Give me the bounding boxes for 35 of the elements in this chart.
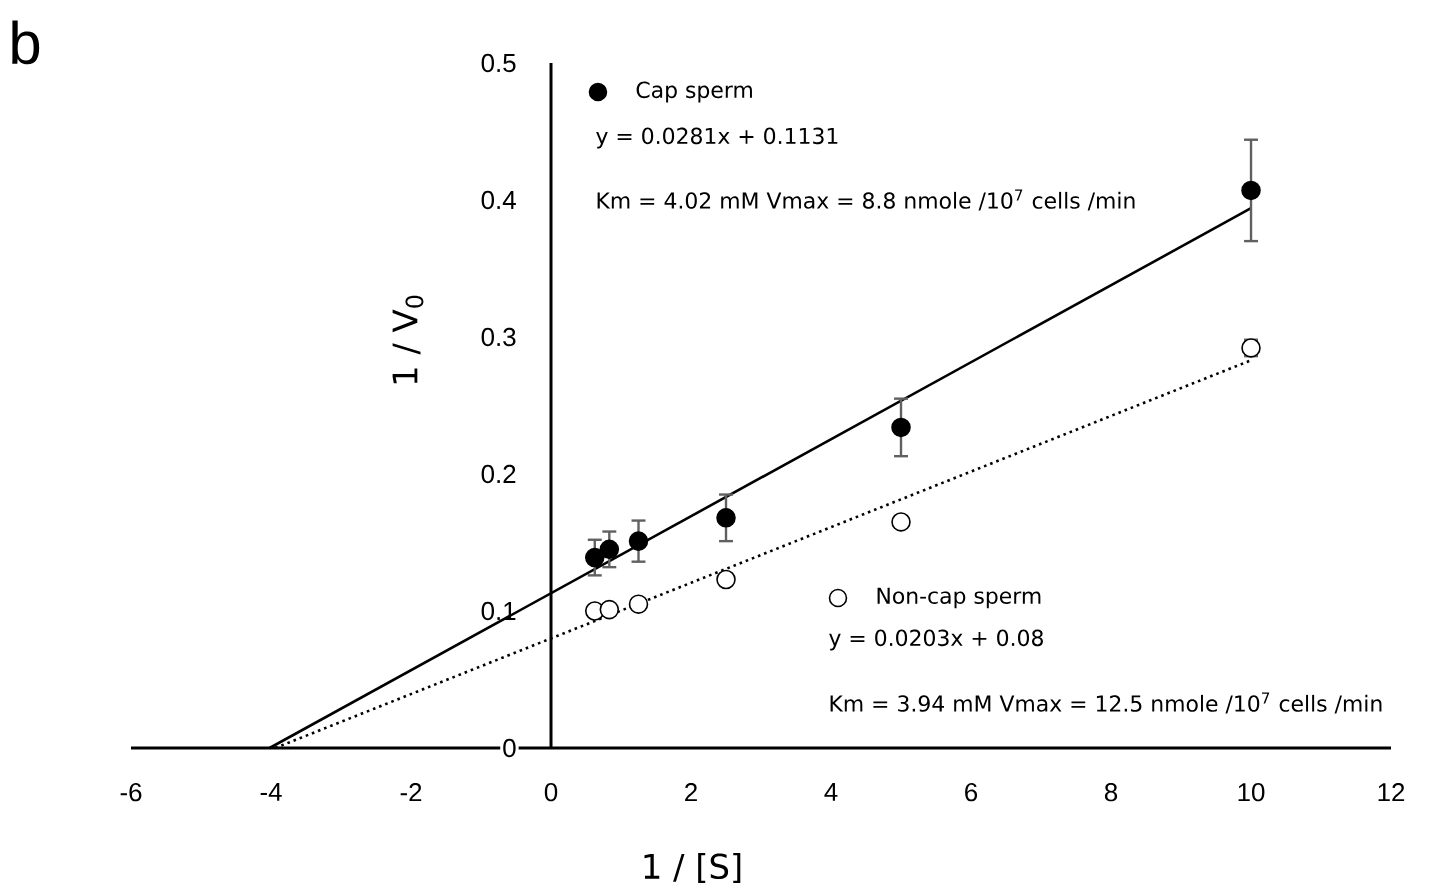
x-tick-label: 4	[824, 783, 838, 801]
y-tick-label: 0.5	[481, 53, 516, 73]
x-tick-label: 2	[685, 783, 697, 802]
annotation: y = 0.0203x + 0.08	[829, 629, 1043, 651]
x-tick-label: -4	[260, 783, 282, 801]
x-tick-label: 6	[965, 783, 978, 802]
x-tick-label: -2	[400, 783, 422, 802]
point	[599, 599, 620, 620]
chart-title: b	[12, 20, 40, 65]
y-tick-label: 0.3	[481, 327, 516, 347]
y-tick-label: 0	[503, 738, 516, 758]
y-tick-label: 0.4	[481, 190, 516, 210]
point	[628, 594, 649, 614]
x-tick-label: -6	[120, 783, 142, 802]
y-axis-title: 1 / V$_{0}$	[392, 295, 424, 384]
annotation: Km = 4.02 mM Vmax = 8.8 nmole /10$^{7}$ cells /min	[597, 189, 1135, 211]
point	[1241, 180, 1261, 201]
legend-label: Non-cap sperm	[877, 587, 1041, 609]
point	[891, 417, 911, 438]
y-tick-label: 0.2	[481, 464, 516, 484]
point	[891, 512, 911, 532]
legend-label: Cap sperm	[636, 81, 752, 103]
x-axis-title: 1 / [S]	[644, 852, 741, 884]
point	[716, 508, 736, 528]
point	[584, 547, 605, 568]
point	[599, 539, 620, 560]
point	[628, 531, 649, 551]
annotation: y = 0.0281x + 0.1131	[596, 127, 838, 149]
y-tick-label: 0.1	[481, 601, 516, 621]
point	[716, 569, 736, 590]
x-tick-label: 8	[1104, 783, 1118, 802]
x-tick-label: 10	[1238, 783, 1265, 802]
annotation: Km = 3.94 mM Vmax = 12.5 nmole /10$^{7}$ cells /min	[830, 692, 1382, 714]
x-tick-label: 0	[544, 783, 558, 802]
x-tick-label: 12	[1378, 783, 1405, 802]
